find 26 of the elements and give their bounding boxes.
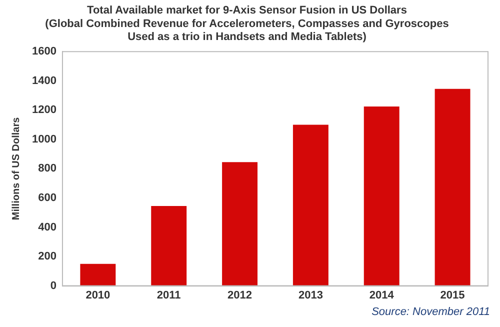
y-tick-label: 600	[38, 192, 56, 204]
y-tick-label: 1600	[32, 46, 56, 58]
text: Used as a trio in Handsets and Media Tablets)	[128, 31, 366, 44]
bar	[292, 124, 328, 286]
y-axis-title: Millions of US Dollars	[10, 116, 22, 220]
x-tick-label: 2013	[298, 289, 323, 302]
y-tick-label: 1400	[32, 74, 56, 87]
x-tick-label: 2015	[440, 289, 465, 302]
bar	[364, 106, 400, 286]
y-tick-label: 0	[50, 280, 56, 292]
y-tick-label: 1200	[32, 104, 56, 116]
text: (Global Combined Revenue for Accelerometers, Compasses and Gyroscopes	[45, 18, 449, 30]
source-note: Source: November 2011	[370, 306, 490, 318]
x-tick-label: 2011	[156, 289, 181, 302]
y-tick-label: 200	[38, 250, 56, 263]
y-tick-label: 400	[38, 221, 56, 234]
text: Total Available market for 9-Axis Sensor Fusion in US Dollars	[87, 4, 407, 17]
x-tick-label: 2014	[369, 289, 395, 302]
bar	[434, 88, 470, 286]
y-tick-label: 800	[38, 162, 56, 175]
x-tick-label: 2012	[228, 289, 252, 302]
bar	[222, 162, 258, 286]
bar	[80, 264, 116, 286]
bar	[151, 206, 187, 286]
x-tick-label: 2010	[86, 289, 110, 302]
y-tick-label: 1000	[32, 133, 56, 146]
